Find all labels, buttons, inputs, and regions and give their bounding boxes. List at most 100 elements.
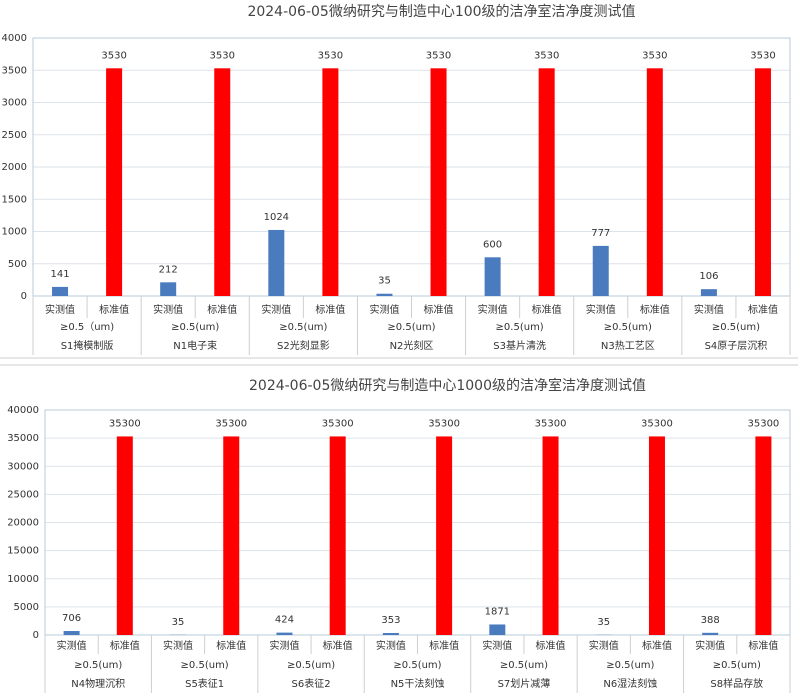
series-label: 标准值 [323, 639, 353, 652]
value-label: 388 [701, 615, 720, 626]
series-label: 实测值 [261, 303, 291, 316]
category-label: S1掩模制版 [61, 339, 114, 352]
value-label: 1024 [264, 212, 289, 223]
bar [268, 229, 285, 296]
sub-category-label: ≥0.5(um) [604, 322, 652, 333]
sub-category-label: ≥0.5(um) [712, 322, 760, 333]
series-label: 实测值 [695, 639, 725, 652]
value-label: 3530 [101, 50, 126, 61]
category-label: S8样品存放 [710, 677, 763, 690]
y-tick-label: 2000 [2, 162, 27, 173]
series-label: 标准值 [536, 639, 566, 652]
value-label: 3530 [642, 50, 667, 61]
bar [276, 632, 293, 635]
bar [700, 289, 717, 296]
bar [538, 68, 555, 296]
value-label: 35300 [215, 418, 247, 429]
series-label: 实测值 [153, 303, 183, 316]
y-tick-label: 30000 [7, 461, 39, 472]
series-label: 标准值 [748, 303, 778, 316]
value-label: 777 [591, 228, 610, 239]
category-label: N2光刻区 [390, 339, 434, 352]
bar [106, 68, 123, 296]
bar [489, 624, 506, 635]
value-label: 35300 [535, 418, 567, 429]
category-label: S6表征2 [292, 677, 331, 690]
sub-category-label: ≥0.5(um) [393, 660, 441, 671]
sub-category-label: ≥0.5(um) [171, 322, 219, 333]
series-label: 标准值 [216, 639, 246, 652]
value-label: 353 [381, 615, 400, 626]
series-label: 标准值 [110, 639, 140, 652]
y-tick-label: 500 [8, 259, 27, 270]
y-tick-label: 3000 [2, 98, 27, 109]
series-label: 标准值 [642, 639, 672, 652]
value-label: 106 [699, 271, 718, 282]
y-tick-label: 1500 [2, 194, 27, 205]
series-label: 标准值 [207, 303, 237, 316]
sub-category-label: ≥0.5(um) [713, 660, 761, 671]
y-tick-label: 3500 [2, 65, 27, 76]
bar [52, 286, 69, 296]
series-label: 实测值 [478, 303, 508, 316]
series-label: 实测值 [45, 303, 75, 316]
bar [223, 436, 240, 635]
bar [63, 631, 80, 635]
bar [702, 632, 719, 635]
category-label: N3热工艺区 [601, 339, 655, 352]
series-label: 标准值 [748, 639, 778, 652]
y-tick-label: 2500 [2, 130, 27, 141]
value-label: 141 [50, 269, 69, 280]
sub-category-label: ≥0.5(um) [606, 660, 654, 671]
chart-title: 2024-06-05微纳研究与制造中心100级的洁净室洁净度测试值 [247, 3, 635, 20]
y-tick-label: 1000 [2, 227, 27, 238]
category-label: S3基片清洗 [493, 339, 546, 352]
y-tick-label: 10000 [7, 574, 39, 585]
bar [430, 68, 447, 296]
series-label: 标准值 [532, 303, 562, 316]
y-tick-label: 20000 [7, 518, 39, 529]
series-label: 实测值 [57, 639, 87, 652]
value-label: 3530 [534, 50, 559, 61]
bar [648, 436, 665, 635]
bar [592, 245, 609, 296]
value-label: 1871 [485, 606, 510, 617]
chart-title: 2024-06-05微纳研究与制造中心1000级的洁净室洁净度测试值 [249, 377, 646, 394]
y-tick-label: 0 [21, 291, 27, 302]
series-label: 标准值 [640, 303, 670, 316]
sub-category-label: ≥0.5(um) [387, 322, 435, 333]
y-tick-label: 0 [33, 630, 39, 641]
y-tick-label: 15000 [7, 546, 39, 557]
bar [116, 436, 133, 635]
sub-category-label: ≥0.5(um) [287, 660, 335, 671]
sub-category-label: ≥0.5(um) [500, 660, 548, 671]
bar [542, 436, 559, 635]
series-label: 实测值 [694, 303, 724, 316]
series-label: 实测值 [589, 639, 619, 652]
category-label: N1电子束 [173, 339, 217, 352]
series-label: 标准值 [99, 303, 129, 316]
bar [329, 436, 346, 635]
bar [755, 436, 772, 635]
value-label: 35 [597, 617, 610, 628]
y-tick-label: 40000 [7, 405, 39, 416]
category-label: S2光刻显影 [277, 339, 330, 352]
value-label: 35300 [641, 418, 673, 429]
bar [436, 436, 453, 635]
sub-category-label: ≥0.5（um) [60, 321, 114, 333]
bar [376, 293, 393, 296]
bar [160, 282, 177, 296]
value-label: 424 [275, 615, 294, 626]
value-label: 35300 [322, 418, 354, 429]
y-tick-label: 5000 [14, 602, 39, 613]
value-label: 706 [62, 613, 81, 624]
category-label: S4原子层沉积 [705, 339, 768, 352]
category-label: S5表征1 [185, 677, 224, 690]
category-label: N5干法刻蚀 [391, 677, 445, 690]
sub-category-label: ≥0.5(um) [74, 660, 122, 671]
bar [754, 68, 771, 296]
value-label: 212 [159, 264, 178, 275]
value-label: 3530 [210, 50, 235, 61]
